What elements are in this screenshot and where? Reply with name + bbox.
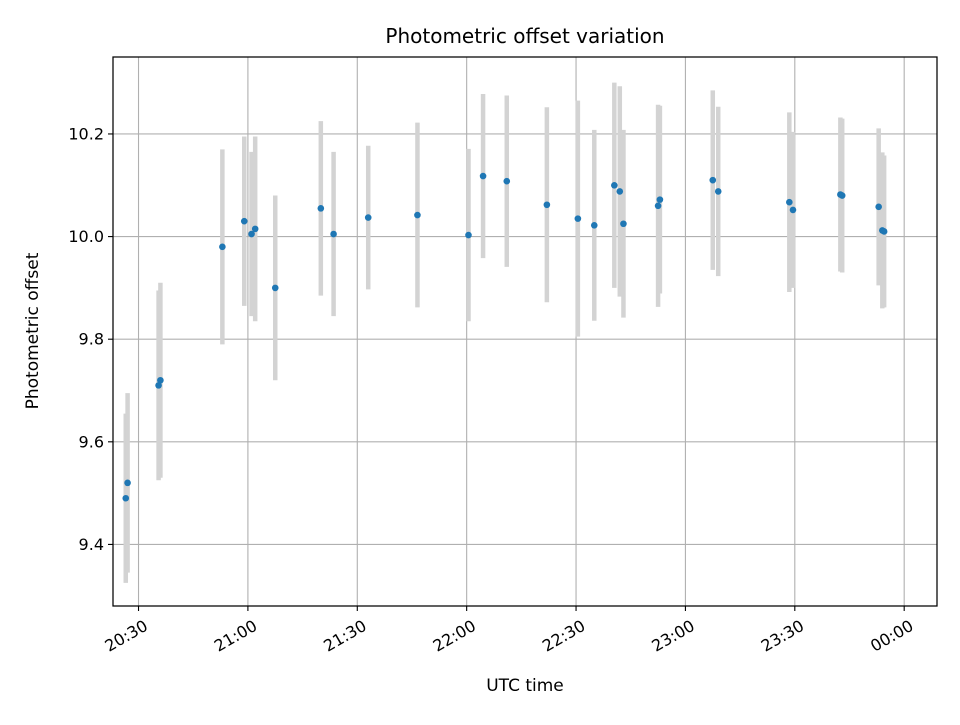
- chart-title: Photometric offset variation: [385, 24, 664, 48]
- data-point: [838, 192, 846, 199]
- data-point: [157, 376, 164, 384]
- data-point: [714, 188, 722, 195]
- y-tick-label: 10.0: [68, 227, 104, 246]
- x-tick-label: 23:00: [648, 616, 697, 656]
- data-point: [611, 181, 618, 189]
- data-point: [654, 202, 662, 210]
- data-point: [122, 494, 130, 502]
- data-point: [155, 382, 162, 389]
- x-tick-label: 20:30: [101, 616, 150, 656]
- point-layer: [122, 172, 888, 502]
- data-point: [543, 201, 551, 209]
- y-axis-label: Photometric offset: [23, 252, 43, 409]
- errorbar-layer: [123, 82, 887, 583]
- data-point: [616, 188, 624, 195]
- data-point: [880, 228, 888, 235]
- plot-frame: [112, 56, 938, 607]
- data-point: [503, 177, 511, 185]
- data-point: [317, 205, 325, 212]
- data-point: [414, 211, 421, 219]
- x-axis-label: UTC time: [486, 676, 564, 696]
- data-point: [219, 243, 226, 251]
- data-point: [875, 203, 882, 211]
- grid-layer: [113, 57, 937, 606]
- x-tick-label: 00:00: [867, 616, 916, 656]
- y-tick-label: 10.2: [68, 124, 104, 143]
- x-axis: 20:30 21:00 21:30 22:00 22:30 23:00 23:30 00:00: [101, 606, 917, 656]
- data-point: [620, 220, 627, 228]
- x-tick-label: 21:30: [320, 616, 369, 656]
- x-tick-label: 22:30: [539, 616, 588, 656]
- data-point: [709, 176, 717, 184]
- data-point: [656, 196, 664, 203]
- x-tick-label: 22:00: [430, 616, 479, 656]
- data-point: [364, 214, 372, 221]
- data-point: [248, 230, 255, 238]
- data-point: [251, 225, 259, 233]
- data-point: [330, 230, 337, 238]
- data-point: [786, 198, 793, 206]
- data-point: [271, 284, 279, 292]
- data-point: [124, 479, 131, 487]
- data-point: [574, 215, 582, 222]
- y-axis: 9.4 9.6 9.8 10.0 10.2: [68, 124, 113, 554]
- y-tick-label: 9.6: [79, 432, 104, 451]
- x-tick-label: 21:00: [211, 616, 260, 656]
- data-point: [789, 206, 797, 214]
- data-point: [590, 221, 598, 229]
- data-point: [465, 231, 472, 239]
- x-tick-label: 23:30: [758, 616, 807, 656]
- y-tick-label: 9.8: [79, 330, 104, 349]
- data-point: [479, 172, 487, 180]
- y-tick-label: 9.4: [79, 535, 104, 554]
- data-point: [240, 217, 248, 225]
